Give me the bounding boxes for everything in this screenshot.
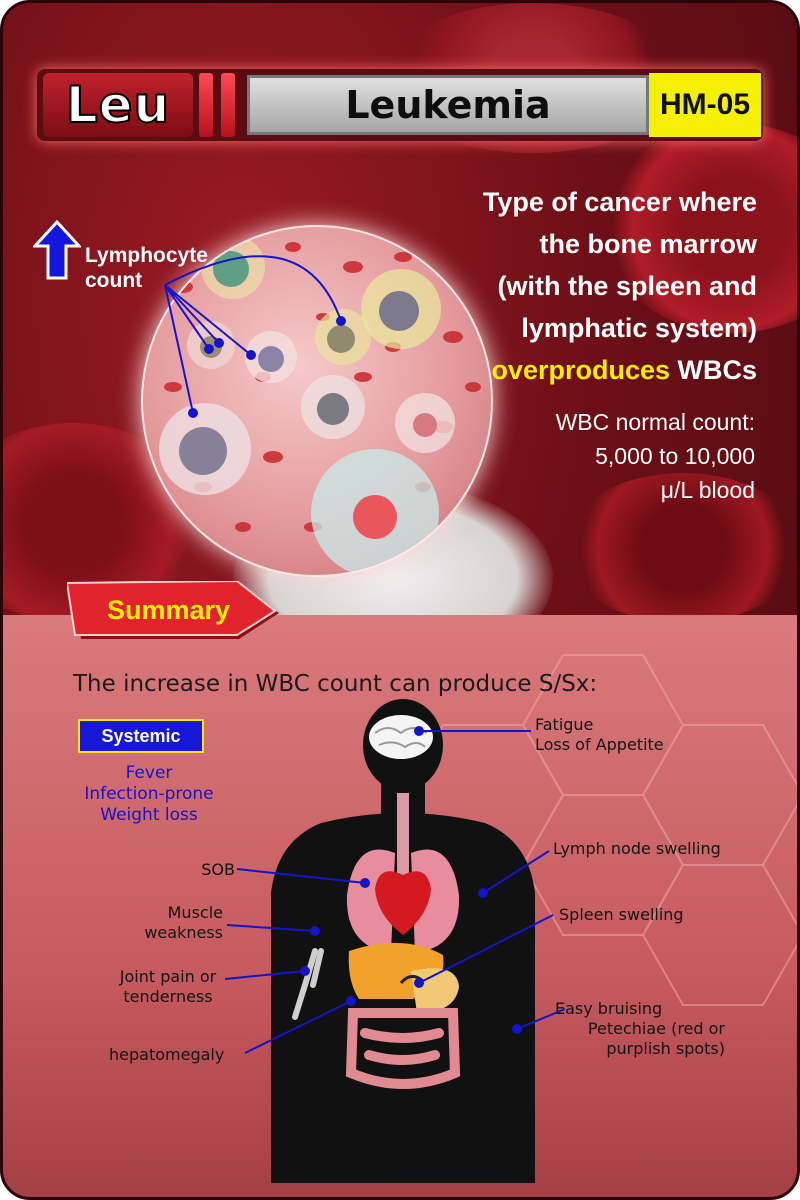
systemic-item: Fever xyxy=(125,763,173,783)
systemic-list: Fever Infection-prone Weight loss xyxy=(61,763,237,826)
normal-count-line: μ/L blood xyxy=(660,477,755,503)
label-fatigue: Fatigue Loss of Appetite xyxy=(535,715,664,755)
heart-icon xyxy=(375,871,431,935)
normal-count-line: WBC normal count: xyxy=(555,409,755,435)
summary-tab-label: Summary xyxy=(107,595,231,625)
definition-line: the bone marrow xyxy=(539,229,757,259)
abbreviation: Leu xyxy=(65,75,171,135)
definition-line: (with the spleen and xyxy=(497,271,757,301)
abbreviation-box: Leu xyxy=(43,73,193,137)
bruising-text: Easy bruising xyxy=(555,999,663,1018)
label-pointer-lines xyxy=(164,255,566,1054)
joint-text-1: Joint pain or xyxy=(119,967,217,986)
label-joint: Joint pain or tenderness xyxy=(111,967,225,1007)
separator-bar xyxy=(221,73,235,137)
up-arrow-icon xyxy=(33,220,81,280)
petechiae-text-1: Petechiae (red or xyxy=(587,1019,725,1038)
normal-count-text: WBC normal count: 5,000 to 10,000 μ/L bl… xyxy=(455,405,755,507)
muscle-text-1: Muscle xyxy=(167,903,223,922)
label-bruising: Easy bruising Petechiae (red or purplish… xyxy=(555,999,725,1059)
definition-line: Type of cancer where xyxy=(482,187,757,217)
joint-bone-icon xyxy=(292,948,324,1020)
systemic-label: Systemic xyxy=(101,725,181,746)
fatigue-text: Fatigue xyxy=(535,715,594,734)
systemic-badge: Systemic xyxy=(78,719,204,753)
systemic-item: Weight loss xyxy=(100,805,198,825)
page-title: Leukemia xyxy=(345,83,551,127)
code-badge: HM-05 xyxy=(649,73,761,137)
lymphocyte-label: Lymphocyte count xyxy=(85,243,208,293)
systemic-item: Infection-prone xyxy=(84,784,214,804)
separator-bar xyxy=(199,73,213,137)
muscle-text-2: weakness xyxy=(144,923,223,942)
trachea-icon xyxy=(397,793,409,883)
label-hepatomegaly: hepatomegaly xyxy=(109,1045,225,1064)
definition-tail: WBCs xyxy=(670,355,758,385)
joint-text-2: tenderness xyxy=(123,987,213,1006)
appetite-text: Loss of Appetite xyxy=(535,735,664,754)
lymphocyte-label-line1: Lymphocyte xyxy=(85,244,208,267)
petechiae-text-2: purplish spots) xyxy=(606,1039,725,1058)
label-spleen: Spleen swelling xyxy=(559,905,684,924)
highlight-word: overproduces xyxy=(491,355,670,385)
label-sob: SOB xyxy=(201,860,235,879)
normal-count-line: 5,000 to 10,000 xyxy=(595,443,755,469)
blood-cells-illustration xyxy=(141,225,493,577)
definition-text: Type of cancer where the bone marrow (wi… xyxy=(457,181,757,391)
code-label: HM-05 xyxy=(659,88,750,121)
definition-line: lymphatic system) xyxy=(521,313,757,343)
label-muscle: Muscle weakness xyxy=(113,903,223,943)
label-lymph-node: Lymph node swelling xyxy=(553,839,721,858)
definition-line: overproduces WBCs xyxy=(457,349,757,391)
title-box: Leukemia xyxy=(247,75,649,135)
summary-tab xyxy=(67,581,279,639)
summary-intro: The increase in WBC count can produce S/… xyxy=(73,671,598,697)
intestines-icon xyxy=(345,1008,461,1089)
lymphocyte-label-line2: count xyxy=(85,269,143,292)
